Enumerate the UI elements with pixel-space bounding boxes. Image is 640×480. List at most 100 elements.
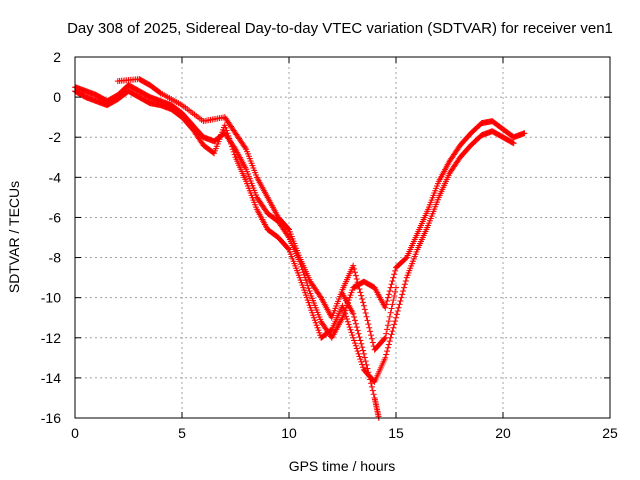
data-point [384, 348, 391, 355]
data-point [364, 365, 371, 372]
data-point [401, 281, 408, 288]
data-point [369, 387, 376, 394]
data-point [348, 329, 355, 336]
data-point [360, 347, 367, 354]
data-point [402, 277, 409, 284]
data-point [312, 319, 319, 326]
x-axis-label: GPS time / hours [289, 458, 396, 474]
data-point [360, 299, 367, 306]
data-point [510, 140, 517, 147]
data-point [389, 301, 396, 308]
data-point [358, 358, 365, 365]
data-point [388, 331, 395, 338]
data-point [300, 284, 307, 291]
data-point [360, 364, 367, 371]
data-point [382, 354, 389, 361]
data-point [388, 281, 395, 288]
x-tick-label: 15 [388, 425, 404, 441]
data-point [350, 310, 357, 317]
data-points [72, 76, 528, 421]
data-point [393, 284, 399, 291]
x-tick-label: 20 [495, 425, 511, 441]
data-point [353, 275, 360, 282]
data-point [301, 287, 308, 294]
data-point [400, 287, 407, 294]
data-point [340, 305, 347, 312]
data-point [360, 302, 367, 309]
data-point [387, 284, 394, 291]
x-tick-label: 0 [71, 425, 79, 441]
data-point [382, 304, 389, 311]
y-tick-label: 0 [53, 89, 61, 105]
data-point [368, 383, 375, 390]
x-tick-label: 10 [281, 425, 297, 441]
y-tick-label: -12 [41, 330, 61, 346]
data-point [343, 316, 350, 323]
y-tick-label: -6 [49, 209, 62, 225]
data-point [285, 225, 292, 232]
series-track-1 [72, 82, 528, 341]
data-point [311, 317, 318, 324]
data-point [307, 304, 314, 311]
data-point [354, 348, 361, 355]
data-point [351, 269, 358, 276]
data-point [301, 271, 308, 278]
data-point [392, 288, 399, 295]
data-point [362, 310, 369, 317]
data-point [227, 138, 234, 145]
x-tick-label: 5 [178, 425, 186, 441]
y-tick-label: -4 [49, 169, 62, 185]
data-point [351, 314, 358, 321]
data-point [370, 391, 377, 398]
data-point [352, 320, 359, 327]
data-point [349, 287, 356, 294]
data-point [383, 330, 390, 337]
data-point [390, 297, 397, 304]
data-point [357, 356, 364, 363]
data-point [351, 340, 358, 347]
data-point [314, 324, 321, 331]
data-point [361, 306, 368, 313]
data-point [348, 289, 355, 296]
data-point [388, 305, 395, 312]
data-point [302, 292, 309, 299]
data-point [368, 335, 375, 342]
data-point [339, 302, 346, 309]
data-point [343, 313, 350, 320]
data-point [387, 334, 394, 341]
data-point [364, 317, 371, 324]
data-point [354, 327, 361, 334]
x-tick-label: 25 [602, 425, 618, 441]
data-point [386, 313, 393, 320]
data-point [303, 294, 310, 301]
data-point [351, 265, 358, 272]
data-point [357, 337, 364, 344]
series-track-2 [72, 88, 517, 385]
data-point [223, 127, 230, 134]
data-point [391, 292, 398, 299]
data-point [390, 274, 397, 281]
data-point [366, 324, 373, 331]
plot-frame [74, 56, 611, 419]
data-point [387, 309, 394, 316]
data-point [384, 326, 391, 333]
data-point [341, 308, 348, 315]
data-point [383, 351, 390, 358]
data-point [383, 301, 390, 308]
data-point [355, 330, 362, 337]
data-point [308, 307, 315, 314]
data-point [353, 324, 360, 331]
y-tick-label: 2 [53, 49, 61, 65]
data-point [384, 298, 391, 305]
data-point [342, 310, 349, 317]
data-point [382, 334, 389, 341]
data-point [401, 284, 408, 291]
data-point [351, 337, 358, 344]
data-point [368, 332, 375, 339]
series-track-3 [114, 76, 399, 353]
data-point [386, 338, 393, 345]
data-point [509, 139, 516, 146]
data-point [298, 279, 305, 286]
data-point [365, 369, 372, 376]
